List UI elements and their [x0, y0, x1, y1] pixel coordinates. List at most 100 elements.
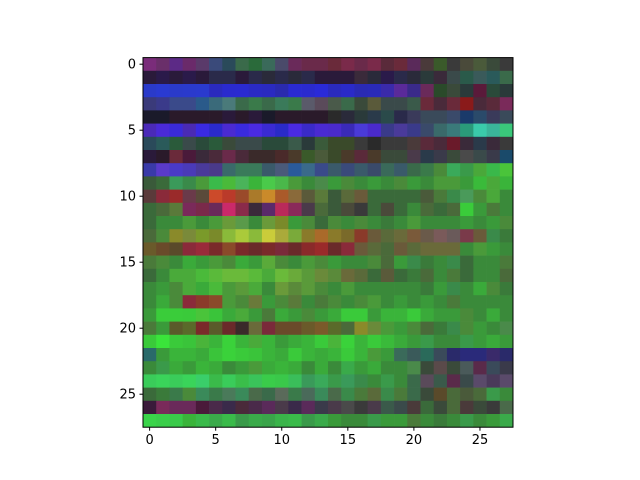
- x-tick-label: 0: [145, 433, 153, 448]
- heatmap-cell: [261, 282, 276, 296]
- heatmap-cell: [248, 123, 263, 138]
- heatmap-cell: [169, 84, 183, 98]
- heatmap-cell: [380, 97, 395, 111]
- heatmap-cell: [473, 216, 487, 230]
- heatmap-cell: [261, 268, 276, 283]
- heatmap-cell: [261, 216, 276, 230]
- heatmap-cell: [473, 334, 487, 349]
- heatmap-cell: [367, 97, 382, 111]
- heatmap-cell: [367, 189, 382, 204]
- heatmap-cell: [275, 374, 289, 388]
- heatmap-cell: [275, 334, 289, 349]
- heatmap-cell: [143, 282, 157, 296]
- heatmap-cell: [354, 84, 368, 98]
- heatmap-cell: [222, 97, 236, 111]
- heatmap-cell: [486, 84, 501, 98]
- heatmap-cell: [248, 84, 263, 98]
- heatmap-cell: [328, 334, 342, 349]
- heatmap-cell: [499, 414, 514, 428]
- heatmap-cell: [275, 282, 289, 296]
- heatmap-cell: [328, 414, 342, 428]
- heatmap-cell: [143, 295, 157, 309]
- heatmap-cell: [354, 321, 368, 336]
- heatmap-cell: [407, 321, 421, 336]
- heatmap-cell: [169, 361, 183, 375]
- heatmap-cell: [182, 189, 197, 204]
- heatmap-cell: [301, 229, 316, 243]
- heatmap-cell: [420, 123, 435, 138]
- heatmap-cell: [182, 321, 197, 336]
- heatmap-cell: [460, 202, 474, 217]
- heatmap-cell: [314, 308, 329, 322]
- heatmap-cell: [248, 321, 263, 336]
- heatmap-cell: [486, 268, 501, 283]
- heatmap-cell: [380, 268, 395, 283]
- heatmap-cell: [314, 189, 329, 204]
- heatmap-cell: [314, 374, 329, 388]
- heatmap-cell: [499, 295, 514, 309]
- heatmap-cell: [394, 242, 408, 256]
- heatmap-cell: [420, 242, 435, 256]
- heatmap-cell: [407, 255, 421, 270]
- heatmap-cell: [301, 268, 316, 283]
- heatmap-cell: [354, 361, 368, 375]
- heatmap-cell: [433, 387, 448, 402]
- heatmap-cell: [394, 136, 408, 151]
- heatmap-cell: [169, 136, 183, 151]
- heatmap-cell: [407, 189, 421, 204]
- heatmap-cell: [314, 387, 329, 402]
- heatmap-cell: [460, 123, 474, 138]
- heatmap-cell: [433, 136, 448, 151]
- heatmap-cell: [261, 57, 276, 72]
- heatmap-cell: [407, 97, 421, 111]
- heatmap-cell: [433, 374, 448, 388]
- heatmap-cell: [235, 400, 250, 415]
- heatmap-cell: [209, 110, 223, 124]
- heatmap-cell: [156, 136, 170, 151]
- y-tick-label: 5: [128, 124, 136, 139]
- heatmap-cell: [433, 255, 448, 270]
- heatmap-cell: [195, 295, 210, 309]
- heatmap-cell: [354, 189, 368, 204]
- heatmap-cell: [143, 308, 157, 322]
- heatmap-cell: [275, 123, 289, 138]
- heatmap-cell: [499, 242, 514, 256]
- heatmap-cell: [499, 282, 514, 296]
- heatmap-cell: [328, 361, 342, 375]
- heatmap-cell: [354, 123, 368, 138]
- heatmap-cell: [473, 123, 487, 138]
- heatmap-cell: [446, 255, 461, 270]
- heatmap-cell: [433, 123, 448, 138]
- heatmap-cell: [433, 361, 448, 375]
- heatmap-cell: [169, 150, 183, 164]
- heatmap-cell: [195, 308, 210, 322]
- heatmap-cell: [195, 70, 210, 85]
- heatmap-cell: [248, 136, 263, 151]
- heatmap-cell: [182, 282, 197, 296]
- heatmap-cell: [288, 334, 302, 349]
- x-axis: 0 5 10 15 20 25: [145, 427, 488, 448]
- heatmap-cell: [354, 136, 368, 151]
- heatmap-cell: [209, 414, 223, 428]
- heatmap-cell: [354, 268, 368, 283]
- heatmap-cell: [248, 216, 263, 230]
- heatmap-cell: [195, 150, 210, 164]
- heatmap-cell: [261, 334, 276, 349]
- heatmap-cell: [288, 123, 302, 138]
- heatmap-cell: [143, 150, 157, 164]
- heatmap-cell: [341, 176, 355, 190]
- heatmap-cell: [354, 150, 368, 164]
- heatmap-cell: [288, 348, 302, 362]
- heatmap-cell: [380, 110, 395, 124]
- heatmap-cell: [460, 361, 474, 375]
- heatmap-cell: [341, 163, 355, 177]
- heatmap-cell: [486, 334, 501, 349]
- heatmap-cell: [367, 282, 382, 296]
- heatmap-cell: [275, 57, 289, 72]
- heatmap-cell: [182, 57, 197, 72]
- heatmap-cell: [143, 57, 157, 72]
- heatmap-cell: [407, 268, 421, 283]
- heatmap-cell: [156, 216, 170, 230]
- heatmap-cell: [222, 242, 236, 256]
- heatmap-cell: [446, 163, 461, 177]
